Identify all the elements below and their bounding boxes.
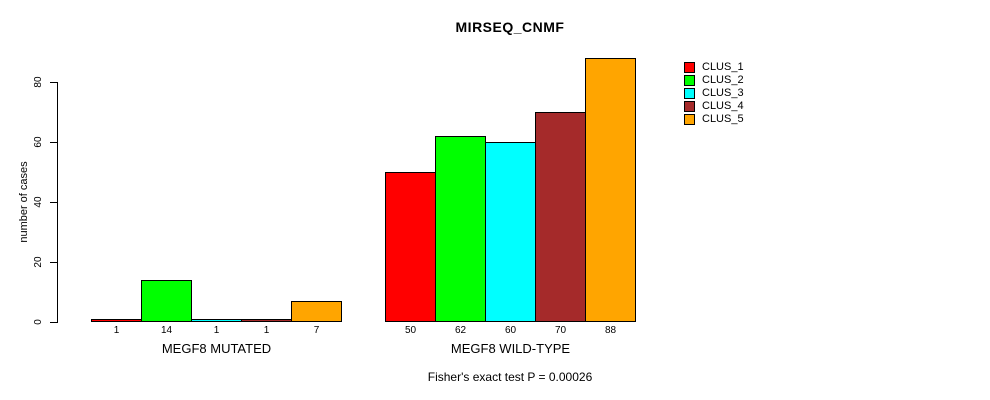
bar-clus_4 [241,319,292,322]
legend-swatch-clus-2 [684,75,695,86]
y-axis-line [57,82,58,323]
x-axis-group-label-mutated: MEGF8 MUTATED [161,341,272,356]
x-axis-group-label-wild-type: MEGF8 WILD-TYPE [450,341,571,356]
bar-clus_2 [435,136,486,322]
legend-label: CLUS_2 [702,74,744,86]
legend: CLUS_1 CLUS_2 CLUS_3 CLUS_4 CLUS_5 [684,62,744,125]
bar-value-label: 1 [213,325,220,336]
legend-item: CLUS_2 [684,75,744,86]
bar-value-label: 1 [263,325,270,336]
bar-value-label: 88 [604,325,617,336]
legend-swatch-clus-4 [684,101,695,112]
y-axis-tick [50,82,57,83]
y-axis-tick-label: 40 [32,196,44,208]
y-axis-tick-label: 80 [32,76,44,88]
legend-item: CLUS_5 [684,114,744,125]
bar-clus_1 [91,319,142,322]
bar-clus_1 [385,172,436,322]
legend-swatch-clus-5 [684,114,695,125]
chart-title: MIRSEQ_CNMF [455,19,565,35]
y-axis-tick [50,262,57,263]
bar-value-label: 60 [504,325,517,336]
bar-clus_5 [291,301,342,322]
bar-value-label: 7 [313,325,320,336]
bar-value-label: 50 [404,325,417,336]
y-axis-tick-label: 60 [32,136,44,148]
legend-label: CLUS_1 [702,61,744,73]
legend-item: CLUS_3 [684,88,744,99]
y-axis-tick [50,322,57,323]
bar-clus_2 [141,280,192,322]
legend-label: CLUS_3 [702,87,744,99]
legend-label: CLUS_4 [702,100,744,112]
legend-label: CLUS_5 [702,113,744,125]
bar-value-label: 62 [454,325,467,336]
bar-clus_3 [191,319,242,322]
legend-item: CLUS_1 [684,62,744,73]
bar-clus_5 [585,58,636,322]
legend-swatch-clus-3 [684,88,695,99]
bar-clus_4 [535,112,586,322]
y-axis-tick [50,142,57,143]
legend-item: CLUS_4 [684,101,744,112]
y-axis-tick [50,202,57,203]
y-axis-tick-label: 20 [32,256,44,268]
bar-clus_3 [485,142,536,322]
bar-value-label: 1 [113,325,120,336]
bar-value-label: 14 [160,325,173,336]
y-axis-tick-label: 0 [32,319,44,325]
legend-swatch-clus-1 [684,62,695,73]
caption-fisher-test: Fisher's exact test P = 0.00026 [427,370,593,384]
bar-value-label: 70 [554,325,567,336]
